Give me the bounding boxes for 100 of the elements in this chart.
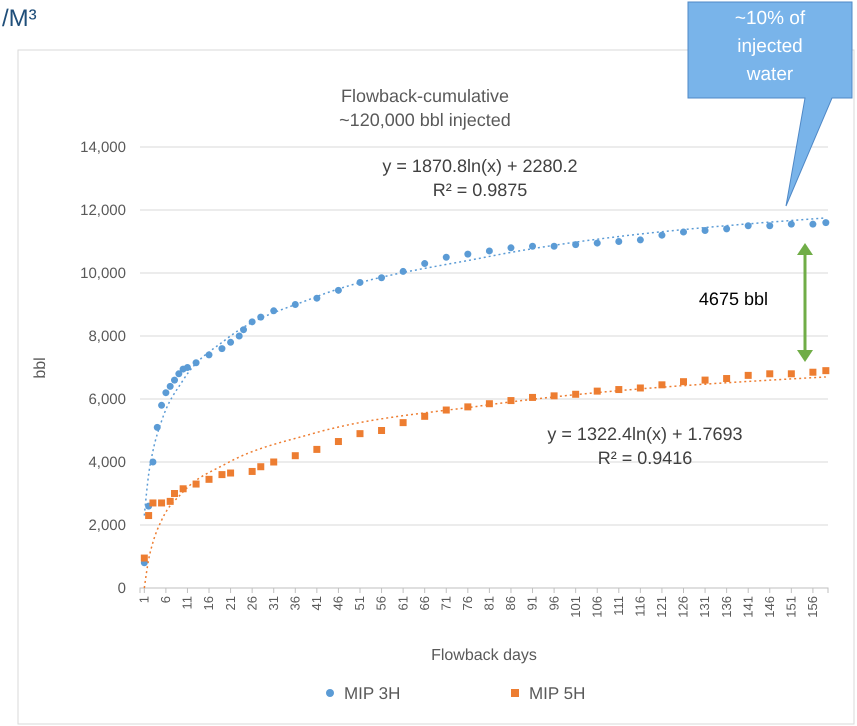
- point: [572, 241, 580, 248]
- point: [680, 378, 687, 386]
- point: [507, 244, 514, 252]
- y-tick-label: 12,000: [80, 202, 126, 219]
- point: [166, 382, 174, 390]
- point: [334, 286, 342, 294]
- point: [421, 412, 428, 420]
- point: [292, 301, 299, 308]
- point: [507, 397, 514, 404]
- x-tick-label: 136: [718, 596, 734, 618]
- x-tick-label: 46: [330, 596, 346, 610]
- point: [442, 254, 450, 261]
- x-tick-label: 106: [589, 596, 604, 618]
- point: [744, 372, 752, 379]
- point: [809, 368, 816, 376]
- y-axis-title: bbl: [32, 357, 49, 379]
- point: [594, 240, 601, 247]
- point: [378, 427, 386, 434]
- point: [248, 468, 256, 475]
- point: [145, 512, 152, 520]
- x-tick-label: 61: [395, 596, 410, 610]
- point: [636, 384, 644, 392]
- x-tick-label: 56: [374, 596, 389, 610]
- point: [442, 406, 450, 414]
- point: [356, 430, 364, 438]
- point: [615, 238, 622, 245]
- x-tick-label: 21: [222, 596, 238, 610]
- point: [658, 232, 666, 239]
- chart-subtitle: ~120,000 bbl injected: [339, 110, 511, 130]
- point: [788, 220, 795, 228]
- x-tick-label: 156: [805, 596, 820, 618]
- legend-label: MIP 5H: [529, 684, 586, 703]
- point: [240, 326, 248, 334]
- point: [529, 394, 536, 401]
- point: [149, 458, 156, 466]
- y-tick-label: 6,000: [88, 390, 126, 408]
- point: [766, 370, 774, 378]
- point: [550, 242, 558, 250]
- x-tick-label: 31: [266, 596, 281, 610]
- point: [236, 332, 243, 340]
- x-tick-label: 116: [632, 596, 648, 617]
- point: [702, 226, 709, 234]
- text: /M³: [2, 5, 37, 32]
- point: [594, 388, 601, 395]
- point: [334, 438, 342, 446]
- point: [218, 345, 226, 352]
- point: [636, 236, 644, 244]
- point: [702, 376, 709, 384]
- point: [788, 370, 795, 378]
- x-tick-label: 81: [482, 596, 497, 610]
- point: [421, 260, 428, 268]
- x-tick-label: 51: [352, 596, 368, 610]
- point: [723, 225, 730, 232]
- x-tick-label: 36: [287, 596, 302, 610]
- point: [218, 471, 226, 478]
- y-tick-label: 10,000: [80, 264, 126, 282]
- point: [723, 375, 730, 382]
- x-tick-label: 111: [610, 596, 626, 616]
- x-tick-label: 41: [309, 596, 324, 610]
- point: [313, 446, 320, 453]
- point: [270, 458, 278, 466]
- y-tick-label: 14,000: [80, 138, 126, 156]
- annotation: y = 1870.8ln(x) + 2280.2 R² = 0.9875: [382, 156, 578, 200]
- point: [140, 554, 148, 562]
- point: [184, 364, 191, 371]
- point: [464, 403, 472, 410]
- point: [292, 452, 299, 460]
- x-tick-label: 76: [460, 596, 475, 610]
- x-tick-label: 146: [762, 596, 777, 618]
- x-tick-label: 91: [524, 596, 540, 610]
- x-tick-label: 16: [201, 596, 216, 610]
- x-axis-title: Flowback days: [431, 647, 537, 664]
- point: [206, 351, 213, 358]
- point: [206, 476, 213, 483]
- x-tick-label: 66: [416, 596, 432, 610]
- point: [486, 247, 493, 254]
- point: [680, 228, 687, 236]
- point: [378, 274, 386, 282]
- y-tick-label: 4,000: [88, 454, 126, 471]
- point: [166, 498, 174, 505]
- point: [171, 490, 178, 497]
- point: [822, 367, 830, 374]
- y-tick-label: 2,000: [88, 516, 126, 534]
- point: [175, 370, 182, 378]
- x-tick-label: 71: [438, 596, 454, 610]
- x-tick-label: 86: [503, 596, 518, 610]
- point: [158, 402, 166, 409]
- x-tick-label: 96: [546, 596, 562, 610]
- text: ~10% of injected water: [734, 8, 806, 85]
- point: [257, 463, 264, 470]
- point: [822, 219, 830, 226]
- point: [171, 376, 178, 384]
- point: [766, 222, 774, 230]
- point: [149, 499, 156, 506]
- x-tick-label: 26: [244, 596, 260, 610]
- annotation: y = 1322.4ln(x) + 1.7693 R² = 0.9416: [547, 424, 743, 468]
- x-tick-label: 131: [697, 596, 712, 618]
- y-tick-label: 8,000: [88, 328, 126, 345]
- y-tick-label: 0: [118, 580, 126, 597]
- point: [158, 499, 166, 506]
